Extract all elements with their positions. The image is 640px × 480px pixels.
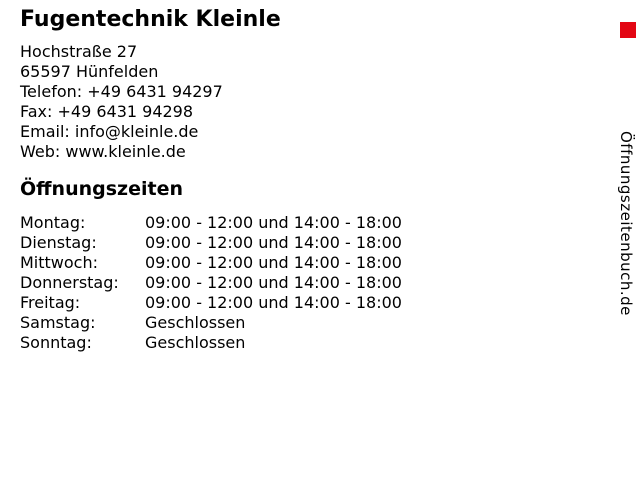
- brand-logo-square-icon: [620, 22, 636, 38]
- day-label: Sonntag:: [20, 333, 92, 352]
- hours-value: Geschlossen: [145, 313, 246, 332]
- business-name-title: Fugentechnik Kleinle: [20, 7, 281, 32]
- table-row-thursday: Donnerstag: 09:00 - 12:00 und 14:00 - 18…: [20, 273, 402, 293]
- hours-value: 09:00 - 12:00 und 14:00 - 18:00: [145, 213, 402, 232]
- day-label: Montag:: [20, 213, 86, 232]
- day-label: Samstag:: [20, 313, 96, 332]
- day-label: Freitag:: [20, 293, 81, 312]
- email-line: Email: info@kleinle.de: [20, 122, 199, 141]
- brand-vertical-label[interactable]: Öffnungszeitenbuch.de: [617, 131, 635, 316]
- phone-line: Telefon: +49 6431 94297: [20, 82, 223, 101]
- day-label: Mittwoch:: [20, 253, 98, 272]
- table-row-monday: Montag: 09:00 - 12:00 und 14:00 - 18:00: [20, 213, 402, 233]
- hours-value: 09:00 - 12:00 und 14:00 - 18:00: [145, 273, 402, 292]
- table-row-friday: Freitag: 09:00 - 12:00 und 14:00 - 18:00: [20, 293, 402, 313]
- table-row-saturday: Samstag: Geschlossen: [20, 313, 402, 333]
- hours-value: Geschlossen: [145, 333, 246, 352]
- opening-hours-table: Montag: 09:00 - 12:00 und 14:00 - 18:00 …: [20, 213, 402, 353]
- day-label: Dienstag:: [20, 233, 97, 252]
- hours-value: 09:00 - 12:00 und 14:00 - 18:00: [145, 253, 402, 272]
- address-city: 65597 Hünfelden: [20, 62, 159, 81]
- address-block: Hochstraße 27 65597 Hünfelden Telefon: +…: [20, 42, 223, 162]
- day-label: Donnerstag:: [20, 273, 119, 292]
- fax-line: Fax: +49 6431 94298: [20, 102, 194, 121]
- table-row-tuesday: Dienstag: 09:00 - 12:00 und 14:00 - 18:0…: [20, 233, 402, 253]
- table-row-sunday: Sonntag: Geschlossen: [20, 333, 402, 353]
- web-line: Web: www.kleinle.de: [20, 142, 186, 161]
- table-row-wednesday: Mittwoch: 09:00 - 12:00 und 14:00 - 18:0…: [20, 253, 402, 273]
- address-street: Hochstraße 27: [20, 42, 138, 61]
- hours-value: 09:00 - 12:00 und 14:00 - 18:00: [145, 293, 402, 312]
- opening-hours-heading: Öffnungszeiten: [20, 178, 183, 200]
- hours-value: 09:00 - 12:00 und 14:00 - 18:00: [145, 233, 402, 252]
